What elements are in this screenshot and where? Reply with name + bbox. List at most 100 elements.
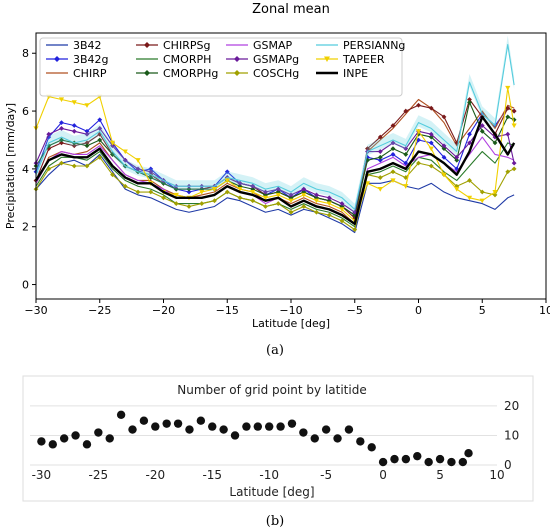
chart-b-xlabel: Latitude [deg] bbox=[229, 485, 314, 499]
point-CMORPHg-24 bbox=[339, 204, 345, 209]
line-COSCHg bbox=[35, 156, 515, 231]
grid-count-point-21 bbox=[276, 422, 285, 431]
point-COSCHg-9 bbox=[148, 189, 154, 195]
legend-label-CHIRP: CHIRP bbox=[73, 67, 107, 80]
point-GSMAPg-24 bbox=[339, 201, 345, 206]
grid-count-point-17 bbox=[230, 431, 240, 440]
grid-count-point-31 bbox=[390, 454, 399, 464]
legend-marker-CHIRPSg bbox=[144, 42, 150, 48]
point-TAPEER-34 bbox=[466, 195, 473, 201]
legend-marker-CMORPHg bbox=[144, 70, 150, 76]
point-GSMAPg-34 bbox=[467, 140, 472, 146]
chart-a-ylabel: Precipitation [mm/day] bbox=[4, 103, 17, 229]
legend-label-3B42: 3B42 bbox=[73, 39, 102, 52]
point-GSMAPg-32 bbox=[441, 143, 447, 149]
point-TAPEER-4 bbox=[84, 103, 90, 108]
point-GSMAPg-21 bbox=[301, 186, 307, 192]
point-3B42g-1 bbox=[46, 134, 52, 140]
x-tick-label: -10 bbox=[259, 468, 279, 482]
point-COSCHg-23 bbox=[326, 212, 332, 218]
point-COSCHg-5 bbox=[97, 154, 103, 160]
point-TAPEER-3 bbox=[71, 100, 77, 105]
point-TAPEER-22 bbox=[313, 198, 320, 204]
point-TAPEER-30 bbox=[415, 129, 422, 134]
y-tick-label: 0 bbox=[504, 458, 512, 472]
grid-count-point-20 bbox=[264, 422, 274, 431]
legend-label-TAPEER: TAPEER bbox=[342, 53, 385, 66]
point-GSMAPg-37 bbox=[505, 131, 511, 137]
point-COSCHg-36 bbox=[492, 192, 498, 198]
point-GSMAPg-6 bbox=[110, 143, 115, 149]
grid-count-point-13 bbox=[185, 425, 194, 434]
chart-a-caption: (a) bbox=[266, 343, 284, 358]
point-COSCHg-37 bbox=[505, 169, 511, 175]
grid-count-point-22 bbox=[287, 419, 297, 428]
x-tick-label: -25 bbox=[89, 468, 109, 482]
x-tick-label: 5 bbox=[436, 468, 444, 482]
legend-item-3B42: 3B42 bbox=[46, 39, 102, 52]
point-GSMAPg-18 bbox=[263, 189, 268, 195]
point-TAPEER-18 bbox=[262, 195, 269, 201]
grid-count-point-12 bbox=[173, 419, 183, 428]
point-COSCHg-30 bbox=[416, 160, 421, 166]
y-tick-label: 6 bbox=[22, 105, 29, 118]
grid-count-point-38 bbox=[464, 449, 473, 458]
point-GSMAPg-31 bbox=[428, 131, 434, 137]
point-COSCHg-6 bbox=[110, 172, 115, 178]
legend-label-3B42g: 3B42g bbox=[73, 53, 109, 66]
point-CHIRPSg-37 bbox=[505, 105, 511, 111]
grid-count-point-32 bbox=[401, 454, 411, 464]
point-CMORPHg-27 bbox=[377, 154, 383, 160]
legend-item-COSCHg: COSCHg bbox=[226, 67, 299, 80]
point-COSCHg-15 bbox=[224, 189, 230, 195]
legend-item-INPE: INPE bbox=[316, 67, 368, 80]
point-3B42g-27 bbox=[377, 157, 383, 163]
point-TAPEER-16 bbox=[237, 187, 243, 192]
point-COSCHg-20 bbox=[288, 209, 294, 215]
point-CMORPHg-10 bbox=[161, 180, 166, 186]
legend-marker-TAPEER bbox=[324, 56, 330, 62]
grid-count-point-29 bbox=[367, 443, 376, 452]
point-GSMAPg-9 bbox=[148, 169, 154, 175]
point-CMORPHg-33 bbox=[454, 157, 460, 163]
point-GSMAPg-19 bbox=[275, 186, 281, 192]
point-TAPEER-14 bbox=[211, 187, 218, 192]
grid-count-point-18 bbox=[242, 422, 251, 431]
x-tick-label: −15 bbox=[216, 304, 239, 317]
point-CMORPHg-25 bbox=[352, 212, 358, 218]
grid-count-point-36 bbox=[447, 457, 456, 467]
x-tick-label: -30 bbox=[32, 468, 52, 482]
point-TAPEER-20 bbox=[288, 198, 294, 204]
legend-label-GSMAP: GSMAP bbox=[253, 39, 293, 52]
point-TAPEER-26 bbox=[364, 181, 371, 186]
point-TAPEER-29 bbox=[403, 184, 409, 189]
point-COSCHg-19 bbox=[275, 201, 281, 206]
grid-count-point-28 bbox=[356, 437, 365, 446]
point-CHIRPSg-29 bbox=[403, 108, 409, 114]
point-TAPEER-17 bbox=[250, 189, 256, 195]
point-CMORPHg-29 bbox=[403, 152, 409, 157]
point-COSCHg-33 bbox=[454, 183, 460, 189]
point-CMORPHg-20 bbox=[288, 195, 294, 201]
grid-count-point-33 bbox=[413, 451, 422, 461]
legend-label-GSMAPg: GSMAPg bbox=[253, 53, 299, 66]
y-tick-label: 4 bbox=[22, 163, 29, 176]
y-tick-label: 8 bbox=[22, 47, 29, 60]
grid-count-point-26 bbox=[333, 434, 342, 443]
point-COSCHg-28 bbox=[390, 169, 396, 175]
point-CHIRPSg-28 bbox=[390, 123, 396, 128]
band-PERSIANNg bbox=[36, 35, 515, 214]
point-COSCHg-13 bbox=[199, 201, 205, 206]
point-TAPEER-13 bbox=[199, 189, 205, 195]
point-TAPEER-37 bbox=[505, 85, 511, 91]
chart-a-title: Zonal mean bbox=[252, 2, 330, 17]
legend-label-CHIRPSg: CHIRPSg bbox=[163, 39, 210, 52]
point-GSMAPg-35 bbox=[479, 123, 485, 128]
point-CHIRPSg-4 bbox=[84, 140, 90, 146]
x-tick-label: −5 bbox=[347, 304, 363, 317]
point-CMORPHg-37 bbox=[505, 114, 511, 120]
point-CMORPHg-38 bbox=[511, 117, 517, 123]
grid-count-point-37 bbox=[458, 457, 468, 467]
y-tick-label: 10 bbox=[504, 428, 519, 442]
point-TAPEER-33 bbox=[454, 187, 460, 192]
